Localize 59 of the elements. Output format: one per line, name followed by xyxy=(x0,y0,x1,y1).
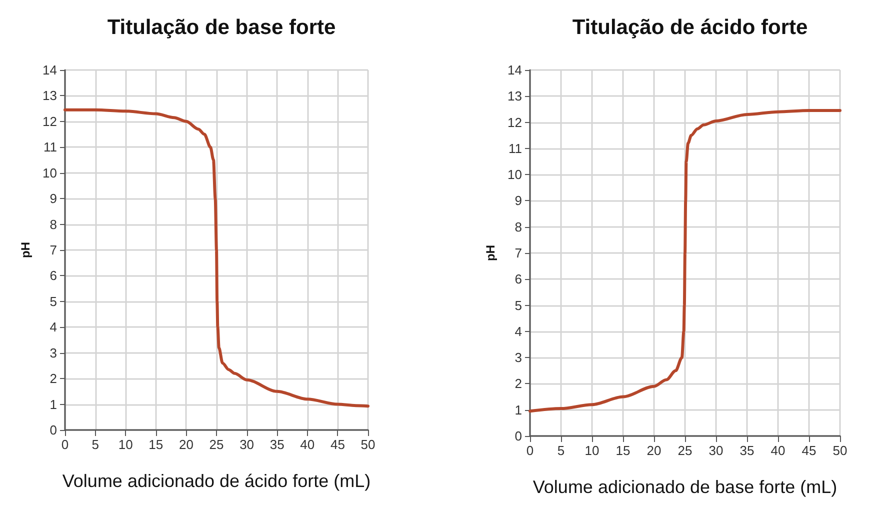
y-tick-label: 9 xyxy=(50,191,57,206)
x-axis-title: Volume adicionado de ácido forte (mL) xyxy=(62,471,371,491)
y-tick-label: 11 xyxy=(44,140,57,155)
x-tick-label: 30 xyxy=(708,443,724,458)
x-tick-label: 10 xyxy=(118,437,133,452)
y-tick-label: 14 xyxy=(508,62,522,78)
y-tick-label: 6 xyxy=(514,272,522,287)
x-tick-label: 25 xyxy=(209,437,224,452)
x-tick-label: 0 xyxy=(526,443,534,458)
x-tick-label: 40 xyxy=(300,437,315,452)
y-tick-label: 8 xyxy=(514,219,522,234)
x-tick-label: 50 xyxy=(360,437,376,452)
y-tick-label: 10 xyxy=(508,167,522,182)
x-tick-label: 40 xyxy=(770,443,786,458)
x-tick-label: 35 xyxy=(270,437,284,452)
y-tick-label: 1 xyxy=(50,396,57,412)
x-tick-label: 45 xyxy=(330,437,345,452)
x-tick-label: 15 xyxy=(616,443,630,458)
x-tick-label: 5 xyxy=(92,437,99,452)
x-tick-label: 15 xyxy=(148,437,164,452)
x-tick-label: 45 xyxy=(802,443,816,458)
y-tick-label: 10 xyxy=(42,165,57,180)
x-tick-label: 5 xyxy=(557,443,565,458)
x-tick-label: 25 xyxy=(678,443,692,458)
y-tick-label: 9 xyxy=(514,193,522,208)
y-tick-label: 11 xyxy=(508,140,522,156)
y-tick-label: 5 xyxy=(514,298,522,313)
chart-title: Titulação de ácido forte xyxy=(572,16,808,39)
y-tick-label: 5 xyxy=(50,294,57,309)
y-tick-label: 1 xyxy=(514,402,522,418)
y-tick-label: 7 xyxy=(514,246,522,260)
y-tick-label: 7 xyxy=(50,242,57,258)
x-axis-title: Volume adicionado de base forte (mL) xyxy=(532,477,838,497)
y-tick-label: 6 xyxy=(50,268,57,284)
y-tick-label: 4 xyxy=(514,324,522,339)
x-tick-label: 35 xyxy=(740,443,754,458)
y-axis-title: pH xyxy=(484,245,498,261)
x-tick-label: 50 xyxy=(832,443,848,458)
y-tick-label: 2 xyxy=(514,376,522,392)
x-tick-label: 30 xyxy=(240,437,254,452)
x-tick-label: 10 xyxy=(584,443,600,458)
y-axis-title: pH xyxy=(18,242,33,258)
chart-title: Titulação de base forte xyxy=(107,16,336,39)
x-tick-label: 20 xyxy=(178,437,194,452)
y-tick-label: 0 xyxy=(50,422,57,438)
y-tick-label: 12 xyxy=(508,114,522,130)
x-tick-label: 20 xyxy=(646,443,662,458)
y-tick-label: 8 xyxy=(50,216,57,232)
y-tick-label: 2 xyxy=(50,371,57,386)
y-tick-label: 3 xyxy=(50,345,57,360)
x-tick-label: 0 xyxy=(61,437,69,452)
y-tick-label: 14 xyxy=(42,62,57,78)
y-tick-label: 13 xyxy=(508,88,522,104)
y-tick-label: 3 xyxy=(514,350,522,366)
y-tick-label: 4 xyxy=(50,320,57,335)
y-tick-label: 13 xyxy=(42,88,57,104)
line-series xyxy=(528,109,842,413)
line-series xyxy=(64,108,370,408)
y-tick-label: 12 xyxy=(42,114,57,129)
